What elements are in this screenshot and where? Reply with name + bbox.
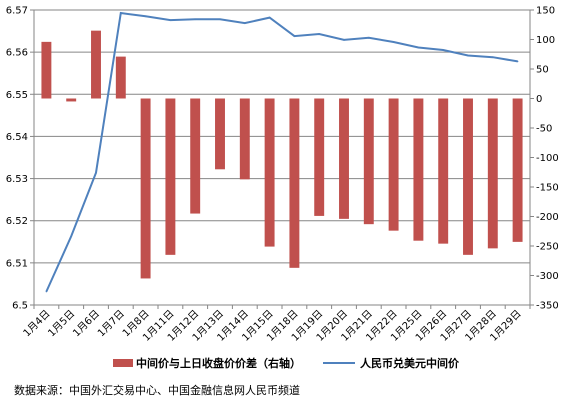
right-tick-label: -200 [536, 212, 559, 223]
left-tick-label: 6.51 [6, 258, 28, 269]
left-tick-label: 6.54 [6, 132, 28, 143]
legend-line-label: 人民币兑美元中间价 [360, 356, 460, 370]
bar [487, 98, 498, 249]
bar-series [41, 30, 523, 279]
line-point [244, 22, 246, 24]
left-tick-label: 6.5 [12, 301, 28, 312]
line-point [516, 60, 519, 63]
x-tick-label: 1月5日 [46, 308, 78, 340]
bar [388, 98, 399, 231]
right-tick-label: -350 [536, 301, 559, 312]
right-axis-ticks: -350 -300 -250 -200 -150 -100 -50 0 50 100 150 [530, 6, 559, 312]
bar [264, 98, 275, 247]
bar [140, 98, 151, 279]
line-point [467, 54, 469, 57]
right-tick-label: 50 [536, 65, 549, 76]
line-point [343, 39, 345, 41]
line-point [95, 171, 97, 174]
left-tick-label: 6.52 [6, 216, 28, 227]
x-axis-ticks: 1月4日1月5日1月6日1月7日1月8日1月11日1月12日1月13日1月14日… [21, 305, 531, 344]
left-axis-ticks: 6.5 6.51 6.52 6.53 6.54 6.55 6.56 6.57 [6, 6, 34, 312]
bar [363, 98, 374, 225]
right-tick-label: -300 [536, 271, 559, 282]
left-tick-label: 6.56 [6, 48, 28, 59]
bar [91, 30, 101, 99]
left-tick-label: 6.53 [6, 174, 28, 185]
legend-bar-swatch [113, 359, 133, 367]
bar [115, 56, 126, 99]
bar [66, 98, 77, 102]
line-point [417, 46, 420, 49]
x-tick-label: 1月7日 [95, 308, 127, 340]
legend-bar-label: 中间价与上日收盘价价差（右轴） [136, 356, 301, 370]
bar [215, 98, 225, 170]
bar [314, 98, 325, 216]
line-point [120, 12, 122, 14]
bar [239, 98, 250, 180]
right-tick-label: -150 [536, 183, 559, 194]
right-tick-label: 150 [536, 6, 555, 17]
bar [289, 98, 300, 268]
right-tick-label: 0 [536, 94, 542, 105]
line-point [45, 290, 48, 293]
bar [190, 98, 201, 214]
line-point [194, 18, 196, 21]
line-point [293, 35, 296, 37]
bar [41, 41, 52, 99]
left-tick-label: 6.55 [6, 90, 28, 101]
legend: 中间价与上日收盘价价差（右轴） 人民币兑美元中间价 [113, 356, 460, 370]
source-note: 数据来源：中国外汇交易中心、中国金融信息网人民币频道 [14, 384, 300, 397]
gridlines [34, 9, 530, 306]
right-tick-label: -50 [536, 124, 552, 135]
bar [438, 98, 449, 244]
bar [413, 98, 424, 241]
bar [339, 98, 349, 219]
line-point [392, 41, 395, 43]
line-point [442, 49, 445, 51]
right-tick-label: -250 [536, 242, 559, 253]
line-point [368, 37, 370, 39]
right-tick-label: -100 [536, 153, 559, 164]
right-tick-label: 100 [536, 35, 555, 46]
line-point [169, 19, 172, 21]
bar [165, 98, 176, 255]
line-point [318, 33, 321, 35]
x-tick-label: 1月6日 [70, 308, 102, 340]
line-point [219, 18, 221, 21]
left-tick-label: 6.57 [6, 6, 28, 17]
x-tick-label: 1月4日 [21, 308, 53, 340]
line-series [45, 11, 518, 292]
line-point [492, 56, 494, 58]
line-point [268, 16, 271, 19]
bar [512, 98, 523, 242]
line-point [70, 235, 72, 238]
bar [463, 98, 473, 255]
line-point [144, 15, 147, 18]
